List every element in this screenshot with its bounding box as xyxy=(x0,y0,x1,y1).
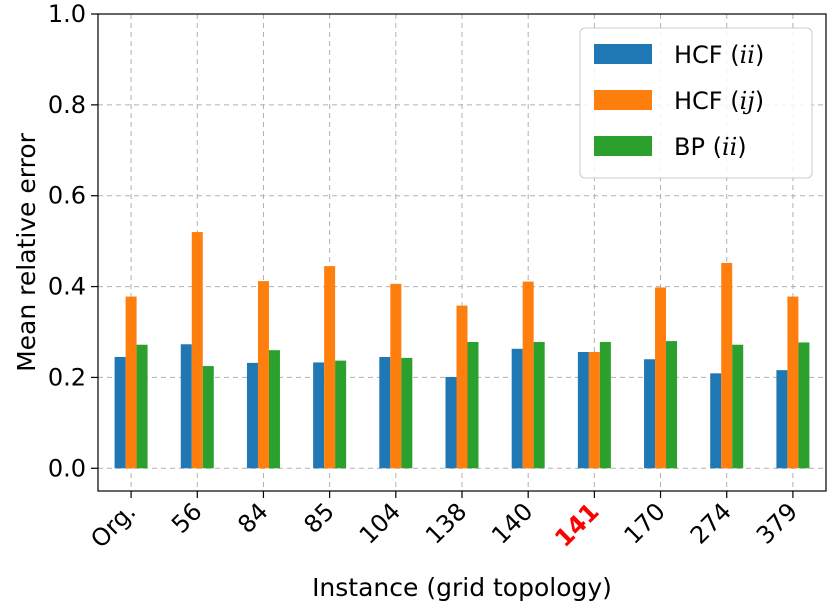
y-tick-label: 0.6 xyxy=(48,182,86,210)
y-axis-label: Mean relative error xyxy=(12,132,41,372)
bar xyxy=(401,357,413,469)
bar xyxy=(644,359,656,469)
y-tick-label: 0.2 xyxy=(48,363,86,391)
bar xyxy=(732,344,744,469)
legend-label: HCF (ii) xyxy=(674,41,764,69)
x-tick-label: 85 xyxy=(298,497,339,538)
bar xyxy=(522,281,534,469)
bar xyxy=(445,376,457,469)
bar xyxy=(246,362,258,469)
x-axis-label: Instance (grid topology) xyxy=(312,573,612,602)
bar xyxy=(379,356,391,469)
bar xyxy=(467,341,479,469)
bar xyxy=(456,305,468,469)
bar xyxy=(710,373,722,469)
y-tick-label: 0.8 xyxy=(48,91,86,119)
y-tick-label: 0.4 xyxy=(48,273,86,301)
x-tick-label: 56 xyxy=(166,497,207,538)
bar xyxy=(588,351,600,469)
bar xyxy=(191,232,203,469)
bars xyxy=(114,232,810,469)
legend: HCF (ii) HCF (ij) BP (ii) xyxy=(579,27,813,179)
bar xyxy=(390,283,402,469)
bar xyxy=(776,370,788,469)
x-tick-label: 141 xyxy=(549,497,604,552)
bar xyxy=(125,296,137,469)
y-tick-label: 1.0 xyxy=(48,0,86,28)
legend-swatch xyxy=(594,90,652,110)
bar xyxy=(577,351,589,469)
bar xyxy=(257,281,269,469)
x-axis: Org. 56 84 85 104 138 140 141 170 274 379 xyxy=(85,491,803,553)
bar xyxy=(721,262,733,469)
bar xyxy=(136,344,148,469)
bar xyxy=(114,356,126,469)
y-tick-label: 0.0 xyxy=(48,454,86,482)
x-tick-label: 379 xyxy=(751,497,803,549)
legend-swatch xyxy=(594,136,652,156)
x-tick-label: 274 xyxy=(685,497,737,549)
x-tick-label: 104 xyxy=(354,497,406,549)
y-axis: 0.0 0.2 0.4 0.6 0.8 1.0 xyxy=(48,0,98,482)
legend-label: BP (ii) xyxy=(674,133,747,161)
bar xyxy=(533,341,545,469)
x-tick-label: 138 xyxy=(420,497,472,549)
bar xyxy=(798,342,810,469)
x-tick-label: 170 xyxy=(619,497,671,549)
bar xyxy=(202,366,214,469)
bar xyxy=(511,348,523,469)
bar xyxy=(787,296,799,469)
bar xyxy=(313,362,325,469)
legend-swatch xyxy=(594,44,652,64)
x-tick-label: 84 xyxy=(232,497,273,538)
bar xyxy=(180,344,192,469)
bar xyxy=(599,341,611,469)
legend-label: HCF (ij) xyxy=(674,87,764,115)
x-tick-label: Org. xyxy=(85,497,141,553)
bar xyxy=(268,350,280,469)
bar xyxy=(324,266,336,469)
x-tick-label: 140 xyxy=(486,497,538,549)
bar xyxy=(655,287,667,469)
bar xyxy=(666,341,678,469)
bar xyxy=(335,360,347,469)
